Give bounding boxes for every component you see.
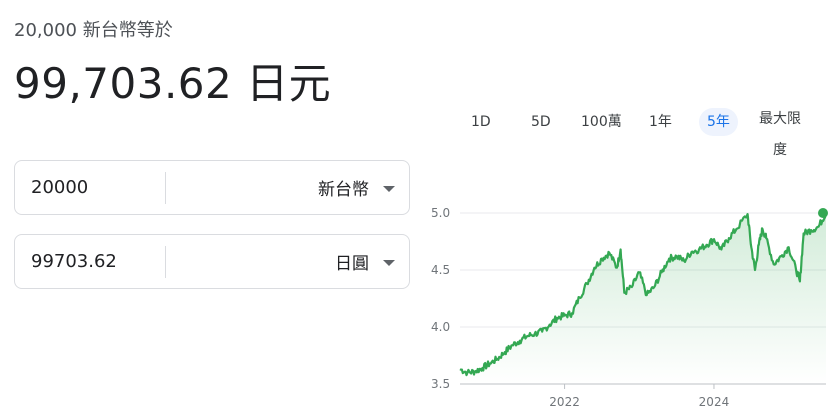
chart-last-point[interactable] [818, 208, 828, 218]
caret-down-icon [383, 259, 395, 266]
to-amount-input[interactable] [31, 235, 171, 288]
divider [165, 246, 166, 278]
to-currency-select[interactable]: 日圓 [335, 235, 395, 288]
to-currency-label: 日圓 [335, 254, 369, 274]
divider [165, 172, 166, 204]
to-currency-box: 日圓 [14, 234, 410, 289]
conversion-result: 99,703.62 日元 [14, 59, 332, 108]
y-tick-label: 5.0 [431, 206, 450, 220]
x-tick-label: 2024 [699, 395, 730, 409]
chart-area-fill [460, 213, 826, 384]
tab-max[interactable]: 最大限度 [759, 111, 801, 158]
chart-series-line [459, 212, 828, 377]
tab-5d[interactable]: 5D [531, 114, 551, 130]
from-currency-box: 新台幣 [14, 160, 410, 215]
x-tick-label: 2022 [549, 395, 580, 409]
tab-5y[interactable]: 5年 [699, 108, 738, 136]
y-tick-label: 4.0 [431, 320, 450, 334]
from-currency-select[interactable]: 新台幣 [318, 161, 395, 214]
conversion-subtitle: 20,000 新台幣等於 [14, 20, 173, 41]
from-amount-input[interactable] [31, 161, 171, 214]
tab-1d[interactable]: 1D [471, 114, 491, 130]
y-tick-label: 4.5 [431, 263, 450, 277]
y-tick-label: 3.5 [431, 377, 450, 391]
caret-down-icon [383, 185, 395, 192]
tab-1y[interactable]: 1年 [649, 114, 672, 130]
from-currency-label: 新台幣 [318, 180, 369, 200]
tab-1m[interactable]: 100萬 [581, 114, 622, 130]
